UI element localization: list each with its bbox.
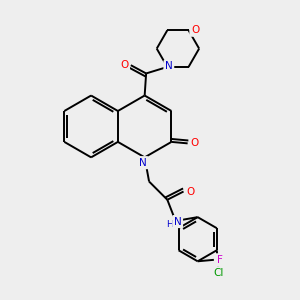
Text: N: N: [165, 61, 173, 71]
Text: Cl: Cl: [214, 268, 224, 278]
Text: O: O: [190, 138, 198, 148]
Text: N: N: [174, 217, 182, 226]
Text: O: O: [120, 60, 128, 70]
Text: O: O: [191, 25, 199, 35]
Text: N: N: [139, 158, 147, 168]
Text: O: O: [186, 187, 194, 196]
Text: F: F: [217, 255, 223, 265]
Text: H: H: [166, 220, 172, 229]
